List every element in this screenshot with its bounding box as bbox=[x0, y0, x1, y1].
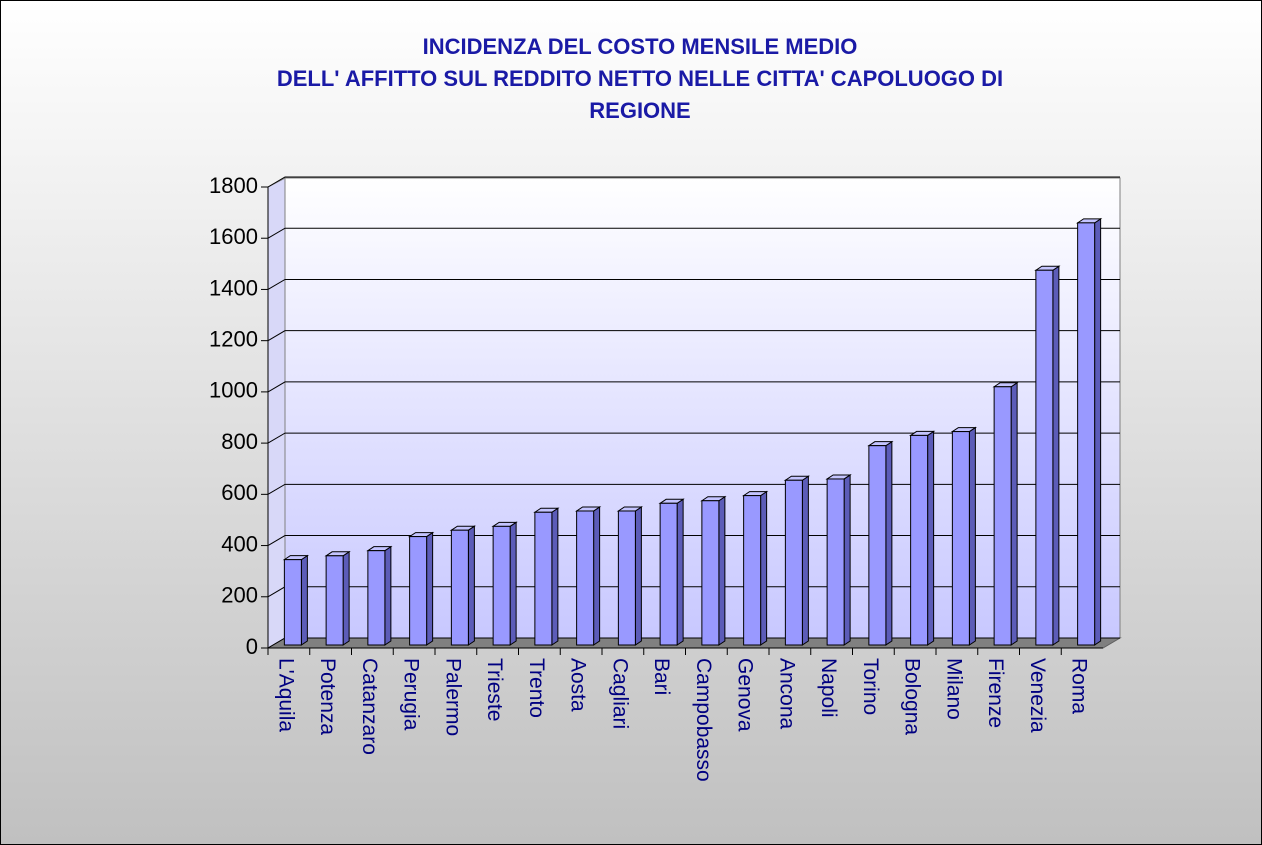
bar-side bbox=[551, 507, 559, 646]
y-tick-label: 1400 bbox=[209, 275, 258, 300]
grid-line bbox=[267, 381, 1120, 393]
x-tick-label: Trieste bbox=[483, 658, 506, 721]
bar-side bbox=[467, 525, 475, 646]
x-tick-label: Torino bbox=[859, 658, 882, 715]
x-tick-label: Bologna bbox=[901, 658, 924, 735]
x-tick-label: Aosta bbox=[567, 658, 590, 712]
chart-title: INCIDENZA DEL COSTO MENSILE MEDIO bbox=[423, 34, 858, 59]
x-tick-label: Napoli bbox=[817, 658, 840, 718]
y-tick-label: 1600 bbox=[209, 224, 258, 249]
x-tick-label: Firenze bbox=[984, 658, 1007, 728]
x-tick-label: Potenza bbox=[316, 658, 339, 735]
chart-title: REGIONE bbox=[589, 98, 690, 123]
y-tick-label: 400 bbox=[221, 531, 258, 556]
bar-side bbox=[760, 490, 768, 646]
bar-side bbox=[927, 430, 935, 646]
bar-side bbox=[676, 498, 684, 646]
bar bbox=[367, 550, 386, 646]
bar bbox=[910, 434, 929, 646]
x-tick-label: Palermo bbox=[441, 658, 464, 736]
x-tick-label: Campobasso bbox=[692, 658, 715, 782]
y-tick-label: 0 bbox=[246, 634, 258, 659]
x-tick-label: Genova bbox=[734, 658, 757, 732]
floor bbox=[266, 637, 1122, 649]
chart-title: DELL' AFFITTO SUL REDDITO NETTO NELLE CI… bbox=[277, 66, 1003, 91]
bar-side bbox=[509, 521, 517, 646]
bar-side bbox=[1094, 217, 1102, 646]
bar bbox=[534, 511, 553, 646]
bar bbox=[576, 510, 595, 646]
bar bbox=[617, 510, 636, 646]
x-tick-label: Ancona bbox=[775, 658, 798, 730]
bar bbox=[492, 525, 511, 646]
bar-side bbox=[968, 426, 976, 646]
bar bbox=[701, 500, 720, 646]
y-tick-label: 600 bbox=[221, 480, 258, 505]
grid-line bbox=[267, 176, 1120, 188]
x-tick-label: Bari bbox=[650, 658, 673, 695]
bar-side bbox=[634, 506, 642, 646]
bar-side bbox=[885, 440, 893, 646]
bar bbox=[993, 386, 1012, 646]
x-tick-label: Milano bbox=[942, 658, 965, 720]
y-tick-label: 200 bbox=[221, 583, 258, 608]
x-tick-label: Catanzaro bbox=[358, 658, 381, 755]
bar bbox=[283, 559, 302, 646]
bar-side bbox=[300, 554, 308, 646]
bar-side bbox=[1010, 381, 1018, 646]
bar bbox=[409, 536, 428, 646]
bar-side bbox=[384, 545, 392, 646]
bar bbox=[1035, 269, 1054, 646]
grid-line bbox=[267, 330, 1120, 342]
bar bbox=[826, 478, 845, 646]
bar bbox=[659, 502, 678, 646]
bar-side bbox=[426, 531, 434, 646]
bar bbox=[743, 495, 762, 646]
bar-side bbox=[342, 550, 350, 646]
bar bbox=[325, 555, 344, 646]
bar bbox=[1077, 222, 1096, 646]
bar-side bbox=[718, 495, 726, 646]
bar-side bbox=[843, 474, 851, 646]
side-wall bbox=[267, 177, 286, 649]
grid-line bbox=[267, 432, 1120, 444]
bar bbox=[951, 431, 970, 646]
x-tick-label: Roma bbox=[1068, 658, 1091, 714]
bar bbox=[784, 479, 803, 646]
bar-side bbox=[801, 475, 809, 646]
x-tick-label: Trento bbox=[525, 658, 548, 718]
y-tick-label: 1000 bbox=[209, 378, 258, 403]
bar-side bbox=[593, 506, 601, 646]
x-tick-label: Venezia bbox=[1026, 658, 1049, 733]
bar bbox=[450, 529, 469, 646]
grid-line bbox=[267, 227, 1120, 239]
x-tick-label: Cagliari bbox=[608, 658, 631, 729]
y-tick-label: 1800 bbox=[209, 173, 258, 198]
y-tick-label: 1200 bbox=[209, 326, 258, 351]
x-tick-label: Perugia bbox=[400, 658, 423, 731]
y-tick-label: 800 bbox=[221, 429, 258, 454]
bar bbox=[868, 445, 887, 646]
x-tick-label: L'Aquila bbox=[274, 658, 297, 732]
bar-side bbox=[1052, 265, 1060, 646]
grid-line bbox=[267, 278, 1120, 290]
